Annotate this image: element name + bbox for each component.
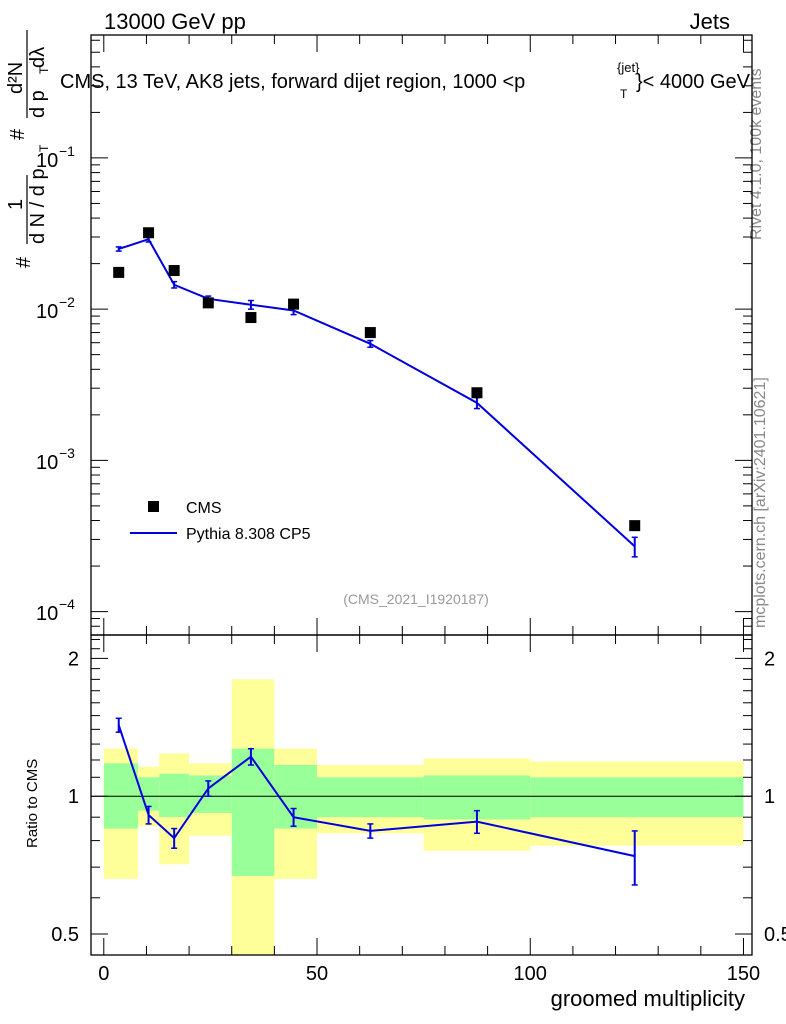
cms-data-point [471, 387, 483, 399]
y-tick-label-1e-3-base: 10 [36, 452, 58, 474]
cms-data-point [288, 298, 300, 310]
y-tick-label-1e-3-exp: −3 [59, 445, 75, 461]
header-right: Jets [690, 9, 730, 34]
rivet-label: Rivet 4.1.0, 100k events [748, 68, 765, 240]
y-tick-label-1e-2-exp: −2 [59, 294, 75, 310]
main-panel-series [113, 227, 641, 558]
y-tick-label-1e-4-base: 10 [36, 603, 58, 625]
chart-title: CMS, 13 TeV, AK8 jets, forward dijet reg… [60, 60, 751, 101]
y-label-dp: d p [27, 90, 49, 118]
ratio-y-tick-label: 1 [68, 786, 79, 808]
main-y-tick-labels: 10 −1 10 −2 10 −3 10 −4 [36, 143, 75, 625]
main-y-label: # 1 d N / d p T # d²N d p T dλ [5, 30, 51, 268]
ratio-band-inner [137, 777, 160, 811]
x-tick-label: 0 [98, 963, 109, 985]
analysis-watermark: (CMS_2021_I1920187) [343, 591, 489, 607]
legend-pythia-label: Pythia 8.308 CP5 [186, 526, 311, 543]
ratio-y-label: Ratio to CMS [24, 759, 41, 848]
y-tick-label-1e-1-exp: −1 [59, 143, 75, 159]
ratio-y-tick-label: 0.5 [764, 924, 786, 946]
y-label-dn: d N / d p [27, 168, 49, 244]
legend-cms-label: CMS [186, 500, 222, 517]
main-panel-ticks [91, 35, 752, 636]
y-label-d2n: d²N [5, 62, 27, 94]
legend-cms-marker [148, 501, 159, 512]
cms-data-point [202, 297, 214, 309]
y-label-t-2: T [37, 66, 51, 74]
ratio-band-inner [317, 777, 424, 818]
main-panel-frame [90, 34, 753, 636]
ratio-y-tick-label: 0.5 [51, 924, 79, 946]
x-axis-label: groomed multiplicity [551, 986, 745, 1011]
y-tick-label-1e-3: 10 −3 [36, 445, 75, 474]
y-tick-label-1e-2-base: 10 [36, 301, 58, 323]
ratio-band-inner [530, 777, 744, 818]
cms-data-point [168, 265, 180, 277]
ratio-y-tick-label: 2 [764, 648, 775, 670]
ratio-band-inner [274, 765, 318, 829]
y-label-dl: dλ [27, 47, 49, 68]
ratio-y-tick-label: 2 [68, 648, 79, 670]
legend: CMS Pythia 8.308 CP5 [130, 500, 311, 543]
ratio-uncertainty-bands [103, 679, 744, 955]
ratio-panel-frame [90, 634, 753, 956]
cms-data-point [245, 312, 257, 324]
y-tick-label-1e-1-base: 10 [36, 150, 58, 172]
cms-data-point [143, 227, 155, 239]
y-tick-label-1e-1: 10 −1 [36, 143, 75, 172]
x-tick-label: 100 [514, 963, 547, 985]
y-tick-label-1e-4: 10 −4 [36, 596, 75, 625]
ratio-y-tick-label: 1 [764, 786, 775, 808]
y-label-one: 1 [5, 199, 27, 210]
chart-title-tail: }< 4000 GeV [636, 71, 751, 93]
chart-title-lead: CMS, 13 TeV, AK8 jets, forward dijet reg… [60, 71, 525, 93]
y-label-hash-1: # [13, 256, 35, 268]
mcplots-label: mcplots.cern.ch [arXiv:2401.10621] [752, 377, 769, 628]
y-label-hash-2: # [7, 128, 29, 140]
ratio-band-inner [159, 773, 190, 818]
ratio-band-inner [231, 748, 275, 876]
y-tick-label-1e-4-exp: −4 [59, 596, 75, 612]
chart-title-sub: T [620, 87, 628, 101]
y-tick-label-1e-2: 10 −2 [36, 294, 75, 323]
x-tick-label: 150 [727, 963, 760, 985]
ratio-panel-ticks: 0.5 0.5 1 1 2 2 0 50 100 150 [51, 635, 786, 985]
chart-title-sup: {jet} [617, 60, 640, 75]
cms-data-point [113, 266, 125, 278]
ratio-panel-series [91, 717, 752, 886]
x-tick-label: 50 [306, 963, 328, 985]
cms-data-point [364, 327, 376, 339]
y-label-t-1: T [37, 144, 51, 152]
cms-data-point [629, 520, 641, 532]
header-left: 13000 GeV pp [104, 9, 246, 34]
